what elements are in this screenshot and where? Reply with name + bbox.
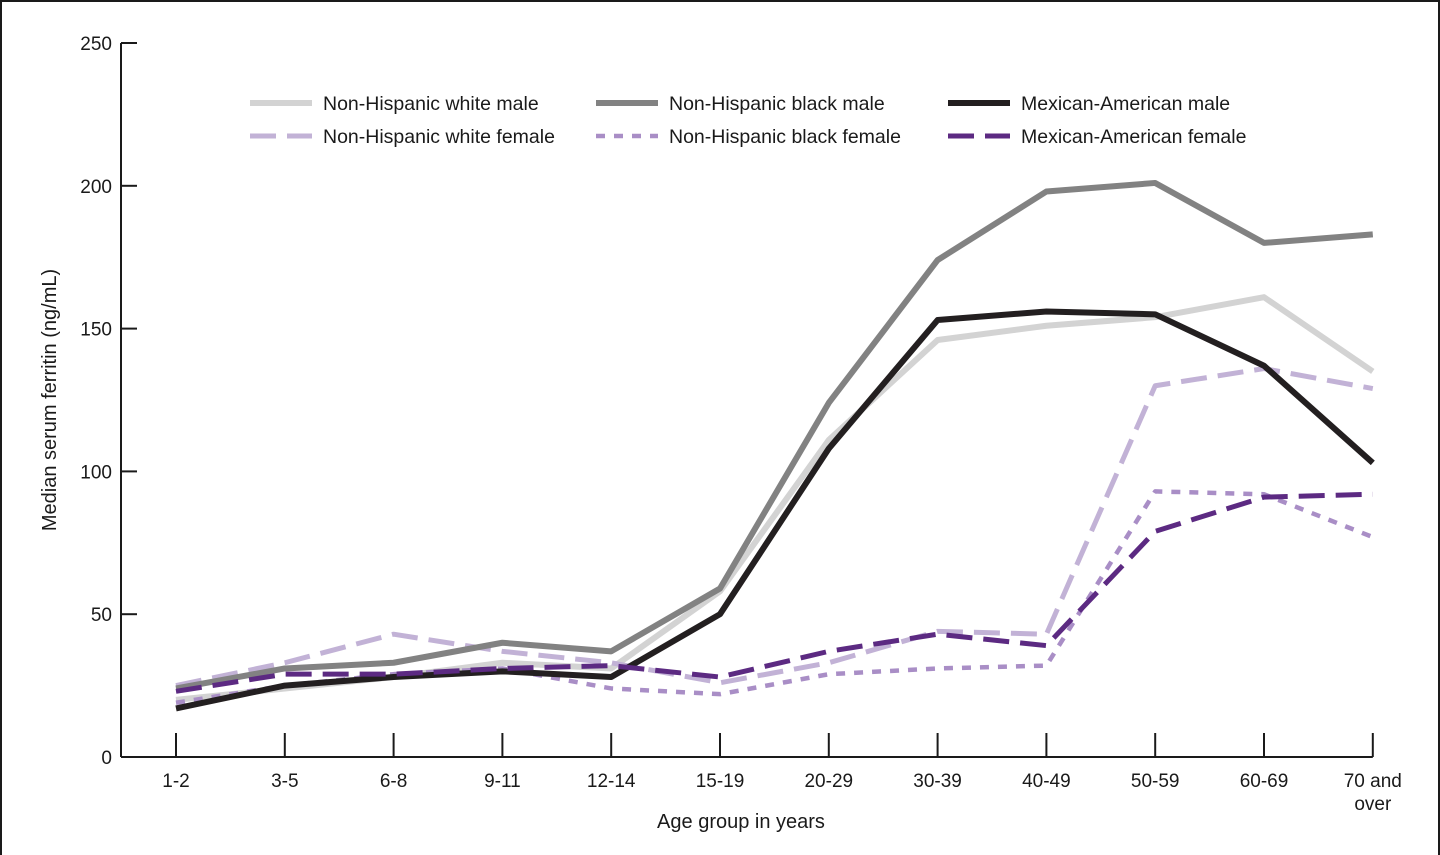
x-tick-label: 3-5 <box>271 771 298 792</box>
series-line-mexican-american-male <box>175 308 1375 712</box>
x-tick-label: 6-8 <box>380 771 407 792</box>
y-tick-label: 50 <box>91 605 112 626</box>
x-tick-label: 40-49 <box>1022 771 1071 792</box>
legend-label: Non-Hispanic black male <box>669 93 885 115</box>
y-tick-label: 150 <box>80 320 112 341</box>
y-tick-label: 100 <box>80 462 112 483</box>
y-tick-label: 200 <box>80 177 112 198</box>
series-line-mexican-american-female <box>175 491 1373 694</box>
legend: Non-Hispanic white male Non-Hispanic blac… <box>250 93 1246 148</box>
legend-label: Mexican-American male <box>1021 93 1230 115</box>
y-tick-label: 0 <box>101 748 112 769</box>
x-tick-label: 12-14 <box>587 771 636 792</box>
series-line-non-hispanic-black-male <box>175 179 1374 692</box>
x-tick-label: 50-59 <box>1131 771 1180 792</box>
y-tick-label: 250 <box>80 34 112 55</box>
y-axis-title: Median serum ferritin (ng/mL) <box>39 269 61 531</box>
x-tick-label: 20-29 <box>804 771 853 792</box>
x-tick-label: 70 and over <box>1344 771 1402 815</box>
legend-label: Non-Hispanic black female <box>669 126 901 148</box>
x-tick-label: 60-69 <box>1240 771 1289 792</box>
x-tick-label: 1-2 <box>162 771 189 792</box>
x-tick-label: 9-11 <box>484 771 521 792</box>
legend-label: Non-Hispanic white female <box>323 126 555 148</box>
legend-label: Non-Hispanic white male <box>323 93 539 115</box>
series-layer <box>175 179 1375 712</box>
legend-label: Mexican-American female <box>1021 126 1246 148</box>
x-axis-title: Age group in years <box>657 811 825 833</box>
x-tick-label: 15-19 <box>696 771 745 792</box>
series-line-non-hispanic-white-female <box>175 366 1374 689</box>
axes: 0 50 100 150 200 250 1-2 3-5 6-8 9-11 12-14 15-19 20… <box>80 34 1402 815</box>
x-tick-label: 30-39 <box>913 771 962 792</box>
